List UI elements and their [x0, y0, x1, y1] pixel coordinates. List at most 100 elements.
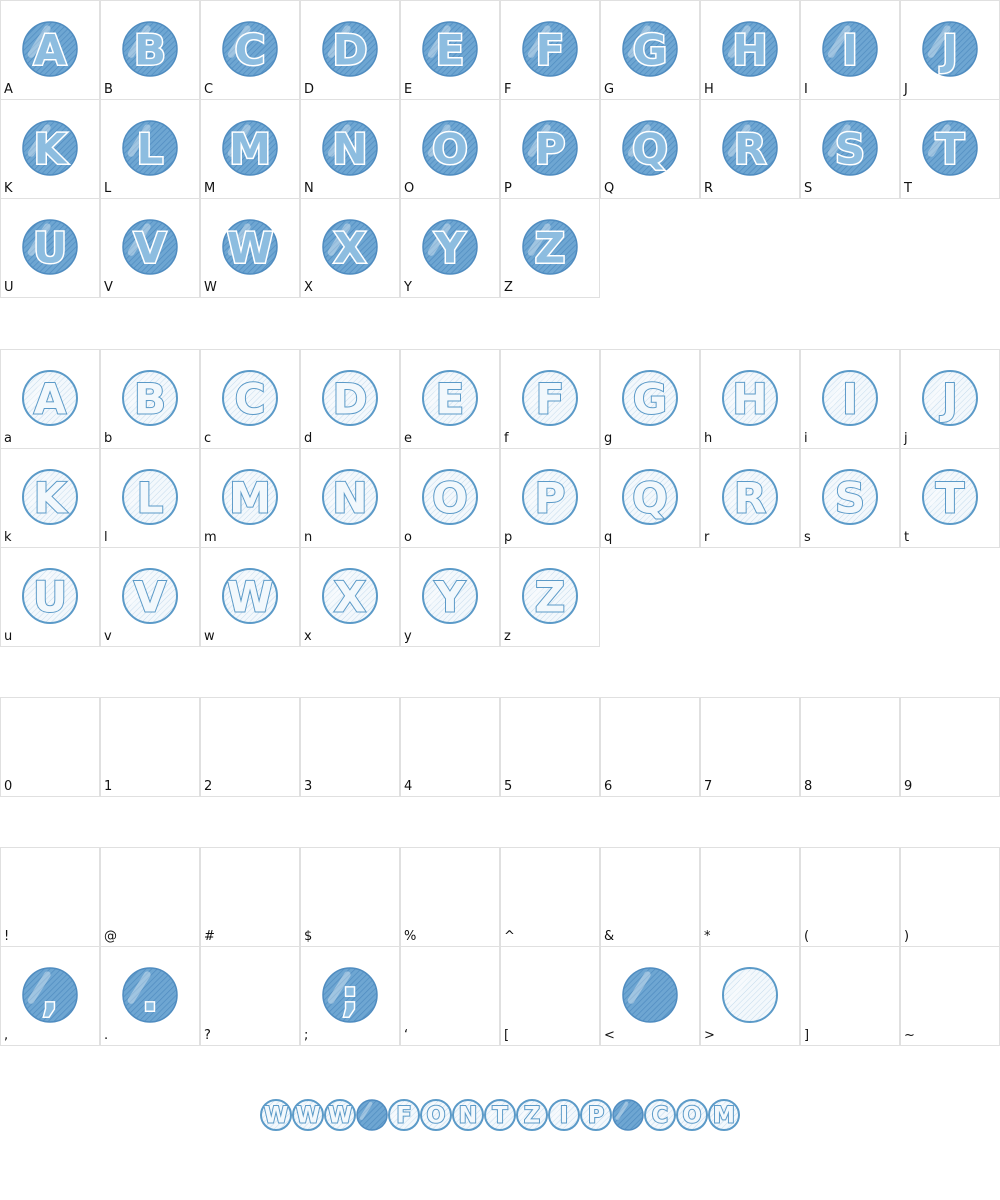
glyph-shine — [27, 374, 51, 407]
glyph-letter: F — [536, 26, 565, 75]
glyph-circle — [722, 370, 778, 426]
glyph-circle — [322, 370, 378, 426]
glyph-circle — [522, 21, 578, 77]
cell-border — [900, 697, 1000, 797]
glyph-letter: P — [535, 125, 566, 174]
glyph-shine — [527, 572, 551, 605]
glyph-circle — [322, 120, 378, 176]
glyph-letter: M — [229, 125, 271, 174]
glyph-shine — [27, 572, 51, 605]
cell-label: w — [204, 629, 215, 644]
glyph-circle — [122, 967, 178, 1023]
glyph-letter: E — [436, 375, 465, 424]
glyph-circle — [522, 469, 578, 525]
cell-label: 2 — [204, 779, 212, 794]
glyph-shine — [711, 1101, 725, 1120]
cell-border — [400, 198, 500, 298]
cell-label: 9 — [904, 779, 912, 794]
glyph-circle — [822, 370, 878, 426]
glyph-circle — [922, 370, 978, 426]
cell-border — [0, 847, 100, 947]
glyph-shine — [327, 1101, 341, 1120]
glyph-shine — [27, 971, 51, 1004]
glyph-shine — [927, 124, 951, 157]
glyph-letter: W — [227, 224, 273, 273]
glyph-shine — [391, 1101, 405, 1120]
glyph-circle — [388, 1099, 420, 1131]
glyph-letter: X — [334, 224, 366, 273]
glyph-shine — [27, 473, 51, 506]
glyph-circle — [222, 370, 278, 426]
cell-label: f — [504, 431, 509, 446]
glyph-letter: U — [33, 573, 67, 622]
glyph-letter: E — [436, 26, 465, 75]
glyph-letter: M — [713, 1104, 735, 1129]
glyph-letter: . — [142, 972, 158, 1021]
glyph-shine — [263, 1101, 277, 1120]
glyph-circle — [22, 469, 78, 525]
cell-border — [300, 547, 400, 647]
cell-border — [200, 697, 300, 797]
glyph-shine — [227, 223, 251, 256]
glyph-circle — [676, 1099, 708, 1131]
glyph-letter: Z — [524, 1104, 540, 1129]
glyph-shine — [627, 124, 651, 157]
cell-label: V — [104, 280, 113, 295]
glyph-shine — [627, 374, 651, 407]
cell-label: 0 — [4, 779, 12, 794]
glyph-shine — [227, 124, 251, 157]
cell-border — [300, 198, 400, 298]
glyph-circle — [622, 21, 678, 77]
glyph-circle — [122, 370, 178, 426]
cell-border — [200, 547, 300, 647]
cell-border — [600, 99, 700, 199]
glyph-shine — [527, 223, 551, 256]
cell-label: ? — [204, 1028, 211, 1043]
glyph-letter: G — [633, 26, 667, 75]
glyph-circle — [322, 21, 378, 77]
glyph-letter: J — [939, 26, 958, 75]
glyph-letter: A — [34, 375, 67, 424]
glyph-circle — [322, 469, 378, 525]
glyph-shine — [527, 374, 551, 407]
cell-label: l — [104, 530, 108, 545]
glyph-letter: K — [34, 474, 68, 523]
glyph-shine — [727, 374, 751, 407]
glyph-letter: O — [427, 1104, 446, 1129]
glyph-shine — [487, 1101, 501, 1120]
cell-label: k — [4, 530, 12, 545]
glyph-circle — [922, 120, 978, 176]
glyph-shine — [327, 124, 351, 157]
glyph-letter: Y — [434, 224, 466, 273]
cell-label: B — [104, 82, 113, 97]
cell-label: J — [903, 82, 908, 97]
cell-label: d — [304, 431, 312, 446]
glyph-circle — [722, 469, 778, 525]
glyph-circle — [722, 21, 778, 77]
cell-label: $ — [304, 929, 312, 944]
cell-border — [700, 697, 800, 797]
glyph-circle — [612, 1099, 644, 1131]
cell-border — [100, 946, 200, 1046]
cell-label: ! — [4, 929, 9, 944]
glyph-shine — [679, 1101, 693, 1120]
glyph-letter: G — [633, 375, 667, 424]
cell-border — [600, 946, 700, 1046]
glyph-letter: T — [936, 474, 965, 523]
cell-label: p — [504, 530, 512, 545]
glyph-circle — [522, 568, 578, 624]
cell-label: b — [104, 431, 112, 446]
cell-label: o — [404, 530, 412, 545]
glyph-shine — [727, 124, 751, 157]
glyph-shine — [727, 971, 751, 1004]
cell-label: v — [104, 629, 112, 644]
glyph-shine — [827, 473, 851, 506]
glyph-shine — [827, 124, 851, 157]
glyph-circle — [222, 568, 278, 624]
cell-border — [200, 198, 300, 298]
glyph-shine — [327, 971, 351, 1004]
glyph-shine — [527, 124, 551, 157]
glyph-letter: L — [137, 474, 164, 523]
glyph-shine — [327, 473, 351, 506]
